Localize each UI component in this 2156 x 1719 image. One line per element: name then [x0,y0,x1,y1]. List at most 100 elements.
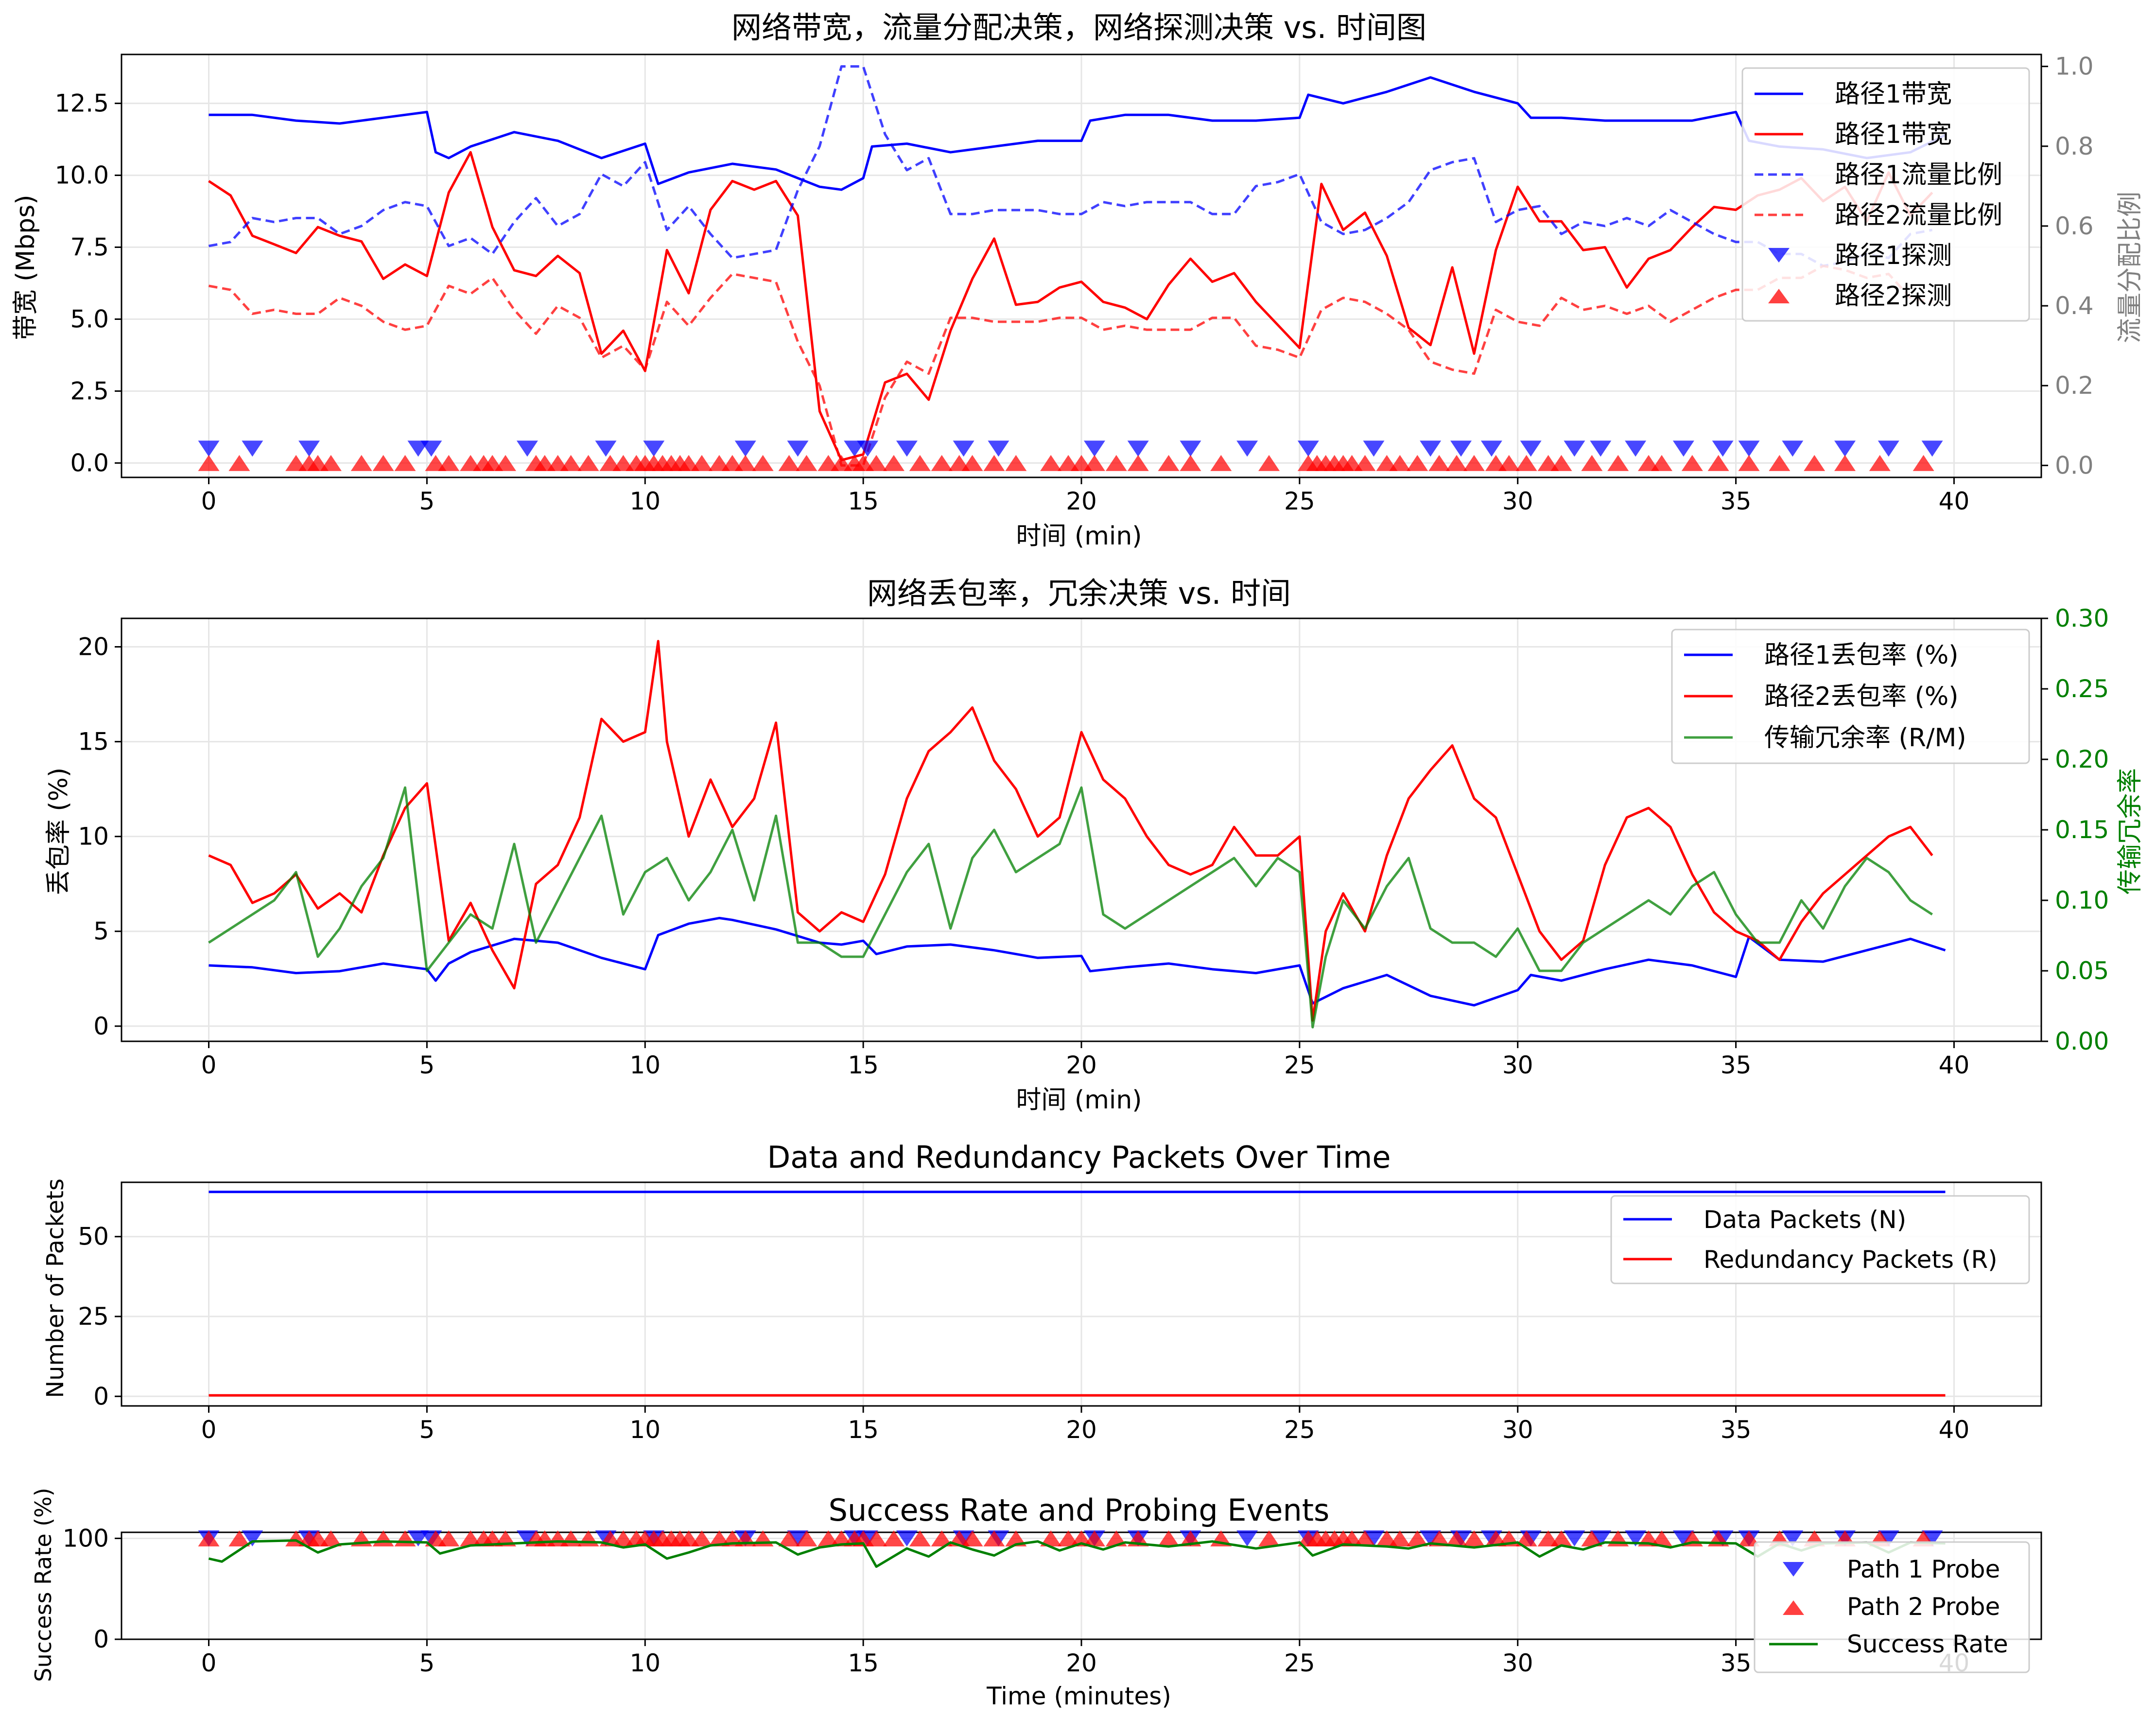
x-tick-label: 35 [1721,1416,1752,1444]
path2-probe-marker [438,455,460,471]
path1-probe-marker [1590,440,1612,457]
y-tick-label: 12.5 [55,89,109,118]
packets-chart: Data and Redundancy Packets Over Time 0 5… [42,1140,2042,1444]
x-tick-label: 0 [201,1649,217,1677]
legend-label: Redundancy Packets (R) [1704,1245,1998,1274]
y2-tick-label: 0.2 [2055,371,2094,400]
x-tick-label: 15 [848,1649,879,1677]
path2-probe-marker [1869,455,1891,471]
legend: 路径1带宽 路径1带宽 路径1流量比例 路径2流量比例 路径1探测 路径2探测 [1741,67,2030,322]
x-tick-label: 30 [1502,1051,1533,1079]
path1-probe-marker [298,440,320,457]
path2-probe-marker [1498,455,1520,471]
x-tick-label: 15 [848,1051,879,1079]
path1-probe-marker [1564,440,1585,457]
y-tick-label: 0 [93,1382,109,1410]
series-line [208,1539,1946,1568]
path2-probe-marker [1389,455,1411,471]
path1-probe-marker [896,440,918,457]
path2-probe-marker [796,455,817,471]
path1-probe-marker [787,1530,809,1546]
series-line [209,76,1946,191]
path2-probe-marker [1258,1530,1280,1546]
x-tick-label: 30 [1502,1416,1533,1444]
legend-marker [1768,289,1790,303]
x-tick-label: 30 [1502,487,1533,515]
path2-probe-marker [1040,1530,1062,1546]
legend: Data Packets (N) Redundancy Packets (R) [1610,1195,2030,1284]
path2-probe-marker [931,455,953,471]
y-tick-label: 0 [93,1625,109,1653]
x-tick-label: 15 [848,487,879,515]
path2-probe-marker [1158,1530,1180,1546]
y-axis-label: 丢包率 (%) [44,768,73,895]
path1-probe-marker [1420,1530,1442,1546]
path2-probe-marker [1515,1530,1537,1546]
legend-marker [1783,1562,1804,1577]
path2-probe-marker [495,455,516,471]
path1-probe-marker [1672,440,1694,457]
path2-probe-marker [1463,1530,1485,1546]
path2-probe-marker [1407,455,1428,471]
path1-probe-marker [953,440,974,457]
legend: 路径1丢包率 (%) 路径2丢包率 (%) 传输冗余率 (R/M) [1671,629,2030,764]
x-tick-label: 20 [1066,1051,1097,1079]
path2-probe-marker [198,455,220,471]
x-tick-label: 15 [848,1416,879,1444]
path1-probe-marker [242,1530,263,1546]
path1-probe-marker [1520,440,1542,457]
legend-label: 路径1带宽 [1835,120,1952,149]
path2-probe-marker [983,1530,1005,1546]
x-tick-label: 0 [201,1051,217,1079]
path1-probe-marker [1672,1530,1694,1546]
path2-probe-marker [961,1530,983,1546]
path2-probe-marker [883,1530,904,1546]
path2-probe-marker [1005,455,1027,471]
path1-probe-marker [1625,440,1647,457]
y-axis-label: Number of Packets [42,1178,69,1398]
legend: Path 1 Probe Path 2 Probe Success Rate [1754,1541,2030,1673]
path1-probe-marker [1297,440,1319,457]
y2-tick-label: 0.6 [2055,212,2094,240]
chart-title: Data and Redundancy Packets Over Time [767,1140,1391,1175]
plot-frame [121,1181,2042,1407]
path1-probe-marker [516,440,538,457]
x-tick-label: 35 [1721,1051,1752,1079]
path2-probe-marker [1258,455,1280,471]
path2-probe-marker [1581,1530,1603,1546]
path2-probe-marker [1083,455,1105,471]
path2-probe-marker [961,455,983,471]
y-tick-label: 100 [63,1524,109,1552]
x-tick-label: 10 [629,1416,661,1444]
path2-probe-marker [372,455,394,471]
y-tick-label: 20 [78,633,109,661]
x-tick-label: 0 [201,1416,217,1444]
path2-probe-marker [228,455,250,471]
path2-probe-marker [909,455,931,471]
x-tick-label: 35 [1721,1649,1752,1677]
x-tick-label: 30 [1502,1649,1533,1677]
path2-probe-marker [560,455,582,471]
path2-probe-marker [350,455,372,471]
y-tick-label: 5.0 [70,305,109,333]
x-axis-label: 时间 (min) [1016,1086,1142,1115]
x-tick-label: 25 [1284,1051,1315,1079]
path1-probe-marker [1590,1530,1612,1546]
chart-title: 网络带宽，流量分配决策，网络探测决策 vs. 时间图 [731,10,1426,45]
legend-marker [1783,1600,1804,1615]
path2-probe-marker [1127,455,1149,471]
legend-label: 路径1带宽 [1835,80,1952,109]
x-tick-label: 20 [1066,1649,1097,1677]
path1-probe-marker [1782,1530,1804,1546]
path2-probe-marker [320,455,342,471]
path1-probe-marker [1236,1530,1258,1546]
x-tick-label: 5 [419,1051,435,1079]
path2-probe-marker [1738,1530,1760,1546]
path2-probe-marker [1607,455,1629,471]
legend-box [1754,1541,2030,1673]
path2-probe-marker [1210,455,1232,471]
series-line [208,786,1933,1029]
plot-frame [121,53,2042,478]
x-axis-label: Time (minutes) [986,1682,1171,1710]
